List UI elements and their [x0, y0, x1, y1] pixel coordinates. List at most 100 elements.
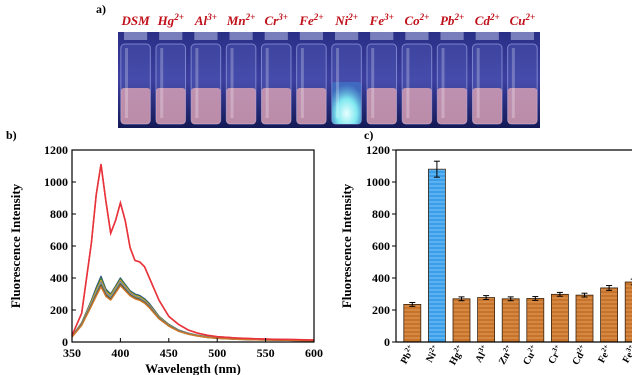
bar	[624, 281, 632, 343]
x-tick-label: 450	[160, 346, 178, 360]
vial-highlight	[406, 48, 410, 118]
y-tick-label: 0	[62, 335, 68, 349]
bar	[600, 287, 618, 343]
vial-liquid	[155, 88, 186, 124]
panel-label-b: b)	[6, 128, 17, 142]
vial	[260, 32, 292, 125]
vial-highlight	[125, 48, 129, 118]
vial-label: Al3+	[194, 12, 217, 28]
vial-cap	[475, 32, 499, 40]
vial-cap	[405, 32, 429, 40]
vial-cap	[123, 32, 148, 40]
vial-label: Cd2+	[475, 12, 500, 28]
vial-cap	[370, 32, 394, 40]
vial-liquid	[261, 88, 292, 124]
vial-liquid	[366, 88, 397, 124]
vial	[155, 32, 187, 125]
vial-highlight	[265, 48, 269, 118]
vial	[471, 32, 503, 125]
y-axis-label: Fluorescence Intensity	[8, 183, 23, 308]
vial	[296, 32, 327, 125]
vial-highlight	[195, 48, 199, 118]
vial	[436, 32, 468, 125]
x-category-label: Zn2+	[495, 343, 516, 367]
x-category-label: Cr3+	[545, 343, 566, 366]
spectrum-line-highlight	[71, 164, 315, 341]
vial-cap	[440, 32, 464, 40]
vial-label: Fe2+	[298, 12, 323, 28]
vial-highlight	[160, 48, 164, 118]
vial-liquid	[226, 88, 256, 124]
photo-background	[118, 32, 540, 128]
vial-liquid	[402, 88, 432, 124]
vial-liquid	[437, 88, 467, 124]
x-tick-label: 600	[305, 346, 323, 360]
x-tick-label: 500	[208, 346, 226, 360]
y-tick-label: 600	[50, 239, 68, 253]
vial-cap	[194, 32, 218, 40]
y-tick-label: 1000	[44, 175, 68, 189]
vial-label: Pb2+	[440, 12, 464, 28]
panel-label-a: a)	[96, 2, 106, 16]
x-category-label: Fe2+	[594, 343, 614, 365]
vial-liquid	[120, 88, 151, 124]
x-tick-label: 350	[63, 346, 81, 360]
vial-cap	[159, 32, 183, 40]
bar	[427, 168, 446, 343]
vial-liquid-glowing	[331, 82, 362, 124]
vial-label: DSM	[120, 13, 150, 28]
x-category-label: Ni2+	[422, 343, 442, 365]
x-category-label: Pb2+	[397, 343, 418, 366]
vial-liquid	[191, 88, 221, 124]
vial-label: Cr3+	[265, 12, 288, 28]
vial-highlight	[300, 48, 304, 118]
vial	[190, 32, 222, 125]
vial	[331, 32, 362, 125]
vial-cap	[334, 32, 359, 40]
bar	[575, 294, 594, 343]
spectrum-line	[71, 285, 315, 342]
x-category-label: Cu2+	[519, 343, 540, 367]
vial-highlight	[230, 48, 234, 118]
x-category-label: Hg2+	[446, 343, 467, 367]
bar	[501, 298, 520, 343]
x-tick-label: 400	[111, 346, 129, 360]
y-tick-label: 800	[50, 207, 68, 221]
y-tick-label: 400	[372, 271, 390, 285]
y-tick-label: 1200	[44, 143, 68, 157]
y-tick-label: 1200	[366, 143, 390, 157]
bar	[403, 303, 422, 343]
y-tick-label: 200	[372, 303, 390, 317]
vial	[507, 32, 538, 125]
vial-label: Fe3+	[369, 12, 394, 28]
vial-cap	[299, 32, 324, 40]
vial-highlight	[511, 48, 515, 118]
vial	[401, 32, 433, 125]
vial-label: Mn2+	[226, 12, 256, 28]
vial-cap	[229, 32, 253, 40]
x-category-label: Cd2+	[569, 343, 590, 367]
y-tick-label: 600	[372, 239, 390, 253]
vial-photo: DSM Hg2+ Al3+ Mn2+ Cr3+ Fe2+ Ni2+ Fe3+ Co2+ Pb2+ C…	[118, 12, 540, 128]
y-tick-label: 400	[50, 271, 68, 285]
panel-label-c: c)	[364, 128, 374, 142]
vial-label: Cu2+	[510, 12, 536, 28]
x-category-label: Al3+	[472, 343, 492, 365]
bar	[477, 297, 496, 343]
y-tick-label: 200	[50, 303, 68, 317]
vial-liquid	[472, 88, 503, 124]
bar	[526, 298, 545, 343]
bar	[452, 298, 471, 343]
vial-highlight	[476, 48, 480, 118]
y-tick-label: 1000	[366, 175, 390, 189]
vial-label: Hg2+	[157, 12, 184, 28]
vial	[225, 32, 257, 125]
vial-liquid	[507, 88, 538, 124]
y-axis-label: Fluorescence Intensity	[339, 183, 354, 308]
vial-cap	[510, 32, 535, 40]
y-tick-label: 0	[384, 335, 390, 349]
vial-label: Ni2+	[334, 12, 358, 28]
vial-cap	[264, 32, 288, 40]
